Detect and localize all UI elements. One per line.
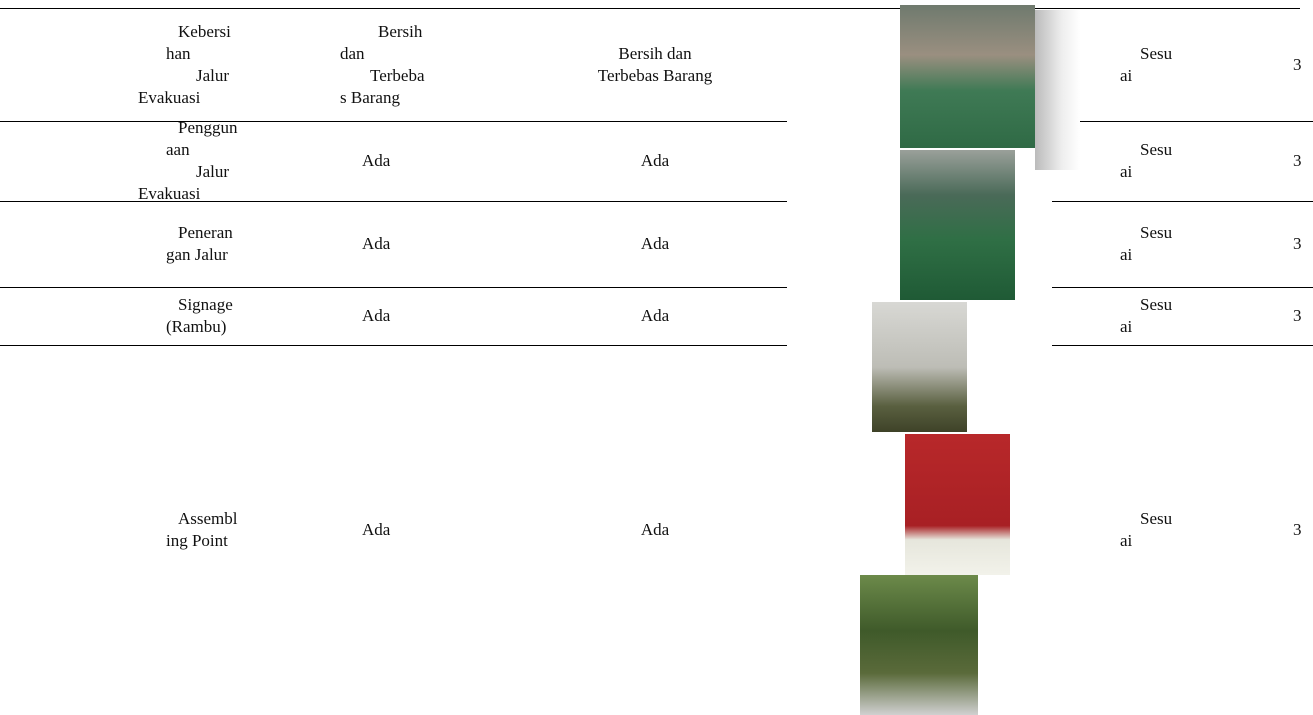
cell-text: dan bbox=[340, 43, 365, 63]
rule bbox=[1052, 201, 1313, 202]
item-cell: Assembl ing Point bbox=[138, 345, 288, 715]
cell-text: Sesu bbox=[1140, 43, 1173, 63]
result-cell: Ada bbox=[560, 287, 750, 345]
cell-text: Ada bbox=[640, 151, 670, 170]
cell-text: ai bbox=[1120, 162, 1133, 181]
score-cell: 3 bbox=[1293, 345, 1313, 715]
photo bbox=[900, 5, 1035, 148]
cell-text: ai bbox=[1120, 531, 1133, 550]
cell-text: han bbox=[166, 43, 191, 63]
rule bbox=[0, 201, 787, 202]
standard-cell: Ada bbox=[340, 121, 460, 201]
cell-text: 3 bbox=[1293, 234, 1302, 253]
rule bbox=[0, 8, 1300, 9]
cell-text: 3 bbox=[1293, 151, 1302, 170]
score-cell: 3 bbox=[1293, 8, 1313, 121]
cell-text: Sesu bbox=[1140, 223, 1173, 242]
photo bbox=[905, 434, 1010, 575]
cell-text: Terbeba bbox=[370, 65, 425, 85]
photo bbox=[860, 575, 978, 715]
cell-text: 3 bbox=[1293, 54, 1302, 74]
item-cell: Signage (Rambu) bbox=[138, 287, 288, 345]
score-cell: 3 bbox=[1293, 201, 1313, 287]
cell-text: Penggun bbox=[178, 118, 238, 137]
cell-text: Ada bbox=[362, 151, 391, 170]
photo bbox=[900, 150, 1015, 300]
rule bbox=[1052, 345, 1313, 346]
standard-cell: Bersih dan Terbeba s Barang bbox=[340, 8, 460, 121]
cell-text: Ada bbox=[640, 234, 670, 253]
status-cell: Sesu ai bbox=[1120, 121, 1200, 201]
cell-text: Signage bbox=[178, 295, 233, 314]
cell-text: Sesu bbox=[1140, 509, 1173, 528]
cell-text: aan bbox=[166, 140, 190, 159]
result-cell: Bersih dan Terbebas Barang bbox=[560, 8, 750, 121]
cell-text: (Rambu) bbox=[166, 317, 227, 336]
result-cell: Ada bbox=[560, 121, 750, 201]
cell-text: Assembl bbox=[178, 509, 238, 528]
rule bbox=[1080, 121, 1313, 122]
rule bbox=[0, 287, 787, 288]
standard-cell: Ada bbox=[340, 201, 460, 287]
rule bbox=[0, 121, 787, 122]
photo-blur bbox=[1035, 10, 1080, 170]
status-cell: Sesu ai bbox=[1120, 345, 1200, 715]
cell-text: Jalur bbox=[196, 65, 230, 85]
standard-cell: Ada bbox=[340, 287, 460, 345]
cell-text: 3 bbox=[1293, 520, 1302, 539]
item-cell: Peneran gan Jalur bbox=[138, 201, 288, 287]
cell-text: Sesu bbox=[1140, 140, 1173, 159]
rule bbox=[0, 345, 787, 346]
cell-text: ai bbox=[1120, 245, 1133, 264]
cell-text: gan Jalur bbox=[166, 245, 228, 264]
cell-text: Evakuasi bbox=[138, 87, 201, 107]
cell-text: Kebersi bbox=[178, 21, 231, 41]
cell-text: Bersih bbox=[378, 21, 423, 41]
cell-text: Terbebas Barang bbox=[597, 65, 713, 85]
rule bbox=[1052, 287, 1313, 288]
cell-text: 3 bbox=[1293, 306, 1302, 325]
cell-text: Peneran bbox=[178, 223, 233, 242]
status-cell: Sesu ai bbox=[1120, 8, 1200, 121]
cell-text: ing Point bbox=[166, 531, 228, 550]
cell-text: Jalur bbox=[196, 162, 230, 181]
result-cell: Ada bbox=[560, 345, 750, 715]
cell-text: Evakuasi bbox=[138, 184, 201, 203]
photo bbox=[872, 302, 967, 432]
score-cell: 3 bbox=[1293, 287, 1313, 345]
standard-cell: Ada bbox=[340, 345, 460, 715]
cell-text: Ada bbox=[640, 306, 670, 325]
cell-text: ai bbox=[1120, 65, 1133, 85]
cell-text: Bersih dan bbox=[618, 43, 692, 63]
status-cell: Sesu ai bbox=[1120, 201, 1200, 287]
score-cell: 3 bbox=[1293, 121, 1313, 201]
cell-text: ai bbox=[1120, 317, 1133, 336]
cell-text: Ada bbox=[362, 306, 391, 325]
cell-text: Ada bbox=[362, 234, 391, 253]
item-cell: Penggun aan Jalur Evakuasi bbox=[138, 118, 288, 203]
item-cell: Kebersi han Jalur Evakuasi bbox=[138, 8, 288, 121]
cell-text: s Barang bbox=[340, 87, 400, 107]
cell-text: Sesu bbox=[1140, 295, 1173, 314]
cell-text: Ada bbox=[362, 520, 391, 539]
status-cell: Sesu ai bbox=[1120, 287, 1200, 345]
cell-text: Ada bbox=[640, 520, 670, 539]
result-cell: Ada bbox=[560, 201, 750, 287]
